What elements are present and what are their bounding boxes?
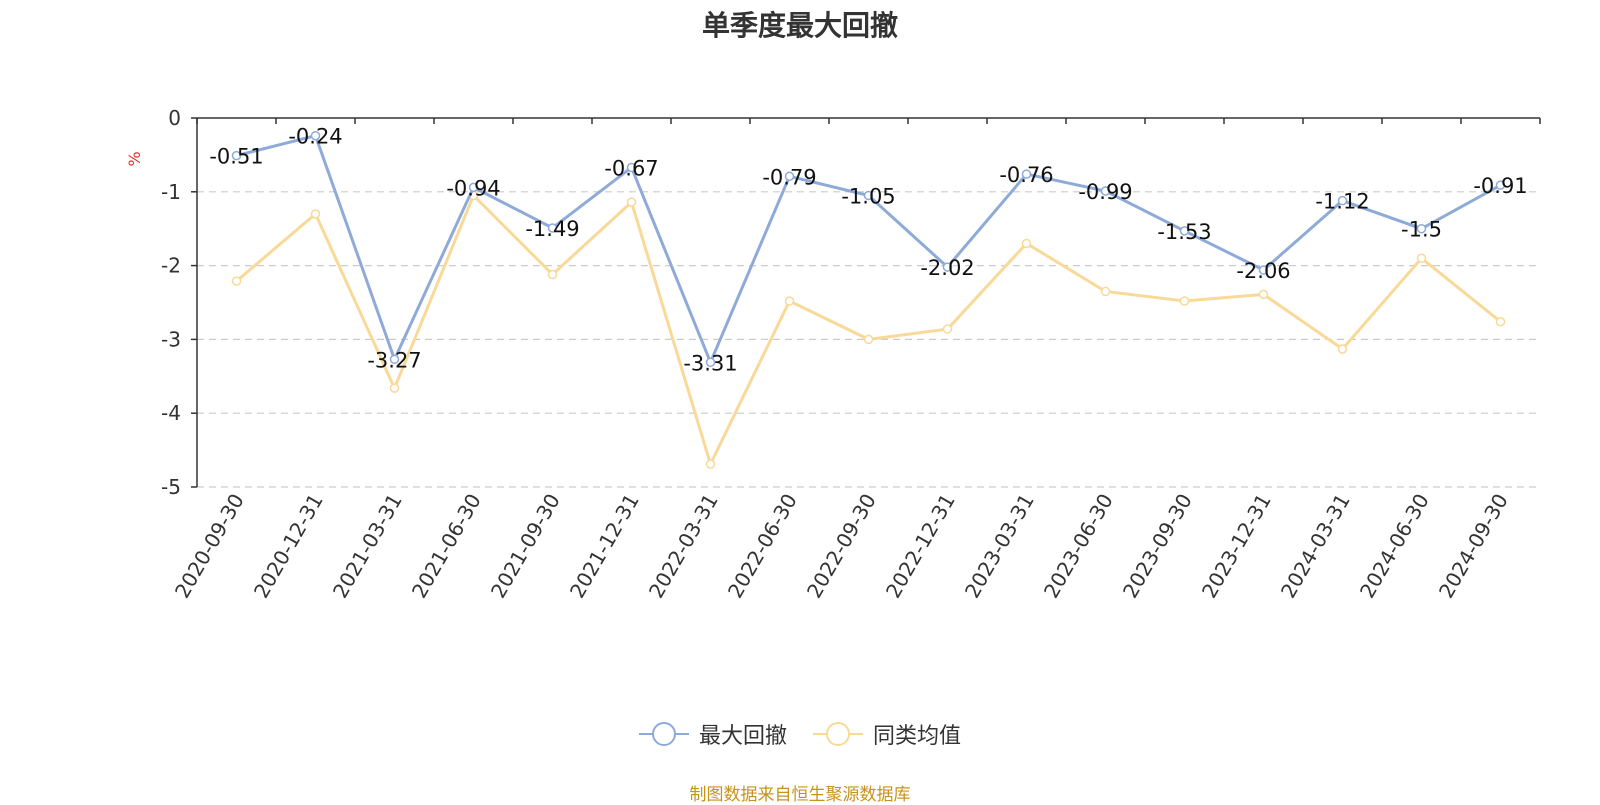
data-point (231, 276, 242, 286)
legend-item-max-drawdown[interactable]: 最大回撤 (638, 718, 787, 750)
data-point (626, 162, 637, 173)
data-point (784, 171, 795, 182)
axes: 0 -1 -2 -3 -4 -5% 2020-09-30 2020-12-31 2021-03-… (125, 106, 1541, 603)
data-label: -0.51 (209, 145, 263, 169)
data-label: -3.27 (367, 348, 421, 372)
legend-label-peer-average: 同类均值 (873, 724, 962, 749)
data-point (1100, 286, 1111, 297)
data-point (389, 354, 400, 365)
x-tick-label: 2022-09-30 (802, 490, 881, 603)
x-tick-label: 2021-06-30 (407, 490, 486, 603)
x-tick-label: 2022-03-31 (644, 490, 723, 603)
data-point (705, 357, 716, 368)
series-line-1 (235, 193, 1502, 466)
data-point (1100, 186, 1111, 196)
data-label: -1.53 (1157, 220, 1211, 244)
data-point (705, 459, 716, 469)
y-tick-label: -4 (161, 401, 181, 425)
legend-item-peer-average[interactable]: 同类均值 (813, 718, 961, 750)
source-note: 制图数据来自恒生聚源数据库 (689, 785, 911, 805)
data-point (1495, 180, 1506, 190)
data-label: -1.5 (1401, 218, 1442, 242)
data-point (1179, 296, 1190, 306)
data-point (1495, 316, 1506, 327)
data-label: -0.99 (1078, 180, 1132, 204)
x-tick-label: 2024-03-31 (1276, 490, 1355, 603)
data-label: -1.12 (1315, 190, 1369, 214)
y-tick-label: -3 (161, 327, 181, 351)
data-label: -0.79 (762, 165, 816, 189)
x-tick-label: 2023-03-31 (960, 490, 1039, 603)
legend-swatch-max-drawdown (638, 722, 689, 746)
data-point (1258, 265, 1269, 275)
data-point (1021, 169, 1032, 179)
data-point (468, 182, 479, 193)
x-tick-label: 2023-12-31 (1197, 490, 1276, 603)
x-tick-label: 2024-06-30 (1355, 490, 1434, 603)
data-point (310, 209, 321, 219)
x-tick-label: 2021-03-31 (328, 490, 407, 603)
data-point (863, 334, 874, 345)
data-point (863, 190, 874, 201)
x-tick-label: 2022-12-31 (881, 490, 960, 603)
x-tick-label: 2021-12-31 (565, 490, 644, 603)
legend-swatch-peer-average (813, 722, 863, 746)
data-point (1337, 195, 1348, 206)
series-lines (231, 130, 1506, 469)
x-tick-label: 2023-06-30 (1039, 490, 1118, 603)
data-point (626, 197, 637, 207)
data-point (1258, 289, 1269, 300)
y-axis-unit: % (125, 151, 144, 166)
data-point (1021, 238, 1032, 249)
x-tick-label: 2023-09-30 (1118, 490, 1197, 603)
data-label: -0.76 (999, 163, 1053, 187)
x-tick-label: 2020-09-30 (170, 490, 249, 603)
chart-title: 单季度最大回撤 (701, 9, 898, 42)
data-label: -0.67 (604, 156, 658, 180)
data-label: -0.94 (446, 176, 500, 200)
data-label: -0.91 (1473, 174, 1527, 198)
x-tick-label: 2022-06-30 (723, 490, 802, 603)
data-point (784, 296, 795, 306)
data-label: -2.06 (1236, 259, 1290, 283)
data-label: -2.02 (920, 256, 974, 280)
data-point (942, 324, 953, 334)
data-point (1416, 223, 1427, 234)
data-point (942, 262, 953, 272)
data-label: -3.31 (683, 351, 737, 375)
data-point (389, 383, 400, 393)
y-tick-label: 0 (168, 106, 181, 130)
x-tick-label: 2021-09-30 (486, 490, 565, 603)
data-label: -1.49 (525, 217, 579, 241)
data-labels: -0.51 -0.24 -3.27 -0.94 -1.49 -0.67 -3.31 -0.79… (209, 125, 1527, 376)
data-point (547, 269, 558, 280)
x-tick-label: 2020-12-31 (249, 490, 328, 603)
data-label: -0.24 (288, 125, 342, 149)
y-tick-label: -1 (161, 180, 181, 204)
data-point (231, 150, 242, 161)
y-tick-label: -5 (161, 475, 181, 499)
x-tick-label: 2024-09-30 (1434, 490, 1513, 603)
data-point (1416, 253, 1427, 263)
legend-label-max-drawdown: 最大回撤 (698, 724, 787, 749)
data-point (1179, 226, 1190, 236)
legend: 最大回撤 同类均值 (0, 718, 1600, 750)
data-label: -1.05 (841, 184, 895, 208)
y-tick-label: -2 (161, 254, 181, 278)
data-point (1337, 344, 1348, 354)
grid-lines (197, 191, 1540, 488)
data-point (547, 223, 558, 233)
data-point (310, 130, 321, 141)
